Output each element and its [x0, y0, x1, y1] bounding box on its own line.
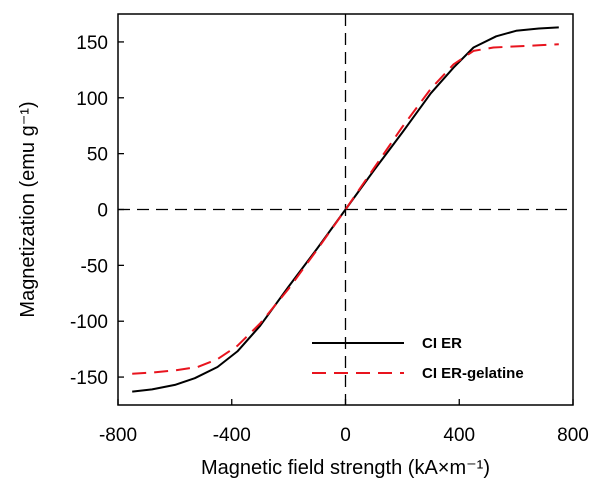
legend-label-1: CI ER — [422, 335, 462, 352]
axis-ticks — [117, 41, 574, 405]
x-tick-label: -400 — [213, 425, 251, 446]
series-line-1 — [132, 26, 559, 393]
x-tick-label: 400 — [443, 425, 475, 446]
x-tick-label: -800 — [99, 425, 137, 446]
y-tick-label: 0 — [97, 201, 108, 222]
y-tick-label: 50 — [87, 145, 108, 166]
tick-labels: -800 -400 0 400 800 -150 -100 -50 0 50 100 150 — [70, 33, 589, 446]
legend: CI ER CI ER-gelatine — [312, 335, 524, 382]
y-tick-label: -150 — [70, 368, 108, 389]
y-tick-label: 100 — [76, 89, 108, 110]
y-tick-label: -50 — [81, 256, 108, 277]
x-tick-label: 800 — [557, 425, 589, 446]
y-tick-label: -100 — [70, 312, 108, 333]
y-tick-label: 150 — [76, 33, 108, 54]
series-layer — [132, 26, 559, 393]
x-axis-title: Magnetic field strength (kA×m⁻¹) — [201, 457, 490, 479]
series-line-2 — [132, 43, 559, 375]
x-tick-label: 0 — [340, 425, 351, 446]
y-axis-title: Magnetization (emu g⁻¹) — [17, 101, 39, 317]
legend-label-2: CI ER-gelatine — [422, 365, 524, 382]
